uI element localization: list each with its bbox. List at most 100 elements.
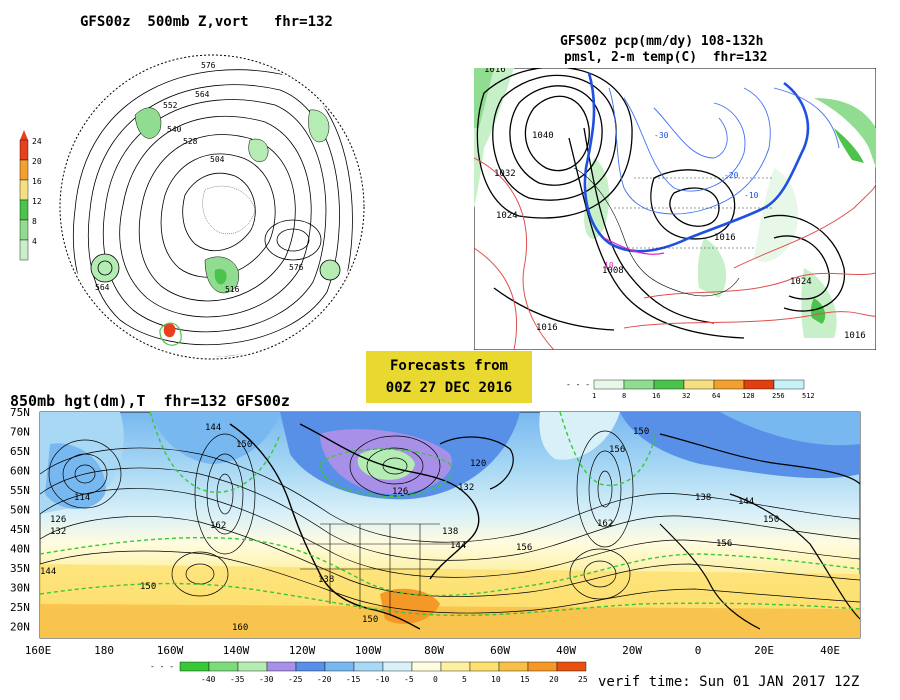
forecast-banner: Forecasts from 00Z 27 DEC 2016	[366, 351, 532, 403]
colorbar-precip-label: 128	[742, 392, 755, 400]
colorbar-850mb-swatch	[237, 661, 268, 672]
colorbar-500mb-label: 4	[32, 237, 37, 246]
hgt-label-150d: 150	[633, 427, 649, 437]
polar-label-564b: 564	[95, 283, 110, 292]
hgt-label-156c: 156	[716, 539, 732, 549]
hgt-label-144c: 144	[450, 541, 466, 551]
colorbar-500mb-swatch	[19, 139, 29, 161]
colorbar-precip-swatch	[653, 379, 685, 390]
hgt-label-162: 162	[210, 521, 226, 531]
title-850mb: 850mb hgt(dm),T fhr=132 GFS00z	[10, 392, 290, 410]
temp-label-minus20: -20	[724, 171, 739, 180]
hgt-label-126: 126	[50, 515, 66, 525]
colorbar-850mb: - - - -40 -35 -30 -25 -20 -15 -10 -5 0 5 10 15 20 25	[150, 661, 588, 684]
isobar-label-1008: 1008	[602, 266, 624, 276]
title-precip-line1: GFS00z pcp(mm/dy) 108-132h	[560, 34, 764, 49]
colorbar-850mb-swatch	[556, 661, 587, 672]
title-precip-line2: pmsl, 2-m temp(C) fhr=132	[564, 50, 768, 65]
polar-label-576: 576	[201, 61, 216, 70]
polar-boundary	[59, 54, 365, 360]
lat-label: 50N	[10, 504, 30, 517]
lon-label: 160W	[157, 644, 184, 657]
isobar-label-1024: 1024	[496, 211, 518, 221]
hgt-label-138b: 138	[318, 575, 334, 585]
hgt-label-114: 114	[74, 493, 90, 503]
map-850mb: 75N 70N 65N 60N 55N 50N 45N 40N 35N 30N 25N 20N 160…	[10, 406, 861, 657]
lat-label: 75N	[10, 406, 30, 419]
polar-label-540: 540	[167, 125, 182, 134]
hgt-label-144b: 144	[40, 567, 56, 577]
colorbar-850mb-label: -40	[201, 675, 216, 684]
lon-label: 20W	[622, 644, 642, 657]
hgt-label-144: 144	[205, 423, 221, 433]
map-500mb-polar: 576 564 552 540 528 504 516 564 576	[59, 54, 365, 360]
colorbar-precip-swatch	[683, 379, 715, 390]
colorbar-850mb-swatch	[208, 661, 239, 672]
colorbar-500mb-swatch	[19, 239, 29, 261]
lat-label: 60N	[10, 465, 30, 478]
hgt-label-162b: 162	[597, 519, 613, 529]
lon-label: 160E	[25, 644, 52, 657]
colorbar-850mb-label: -35	[230, 675, 245, 684]
colorbar-precip-swatch	[623, 379, 655, 390]
colorbar-850mb-label: 25	[578, 675, 588, 684]
isobar-label-1016: 1016	[536, 323, 558, 333]
hgt-label-138c: 138	[695, 493, 711, 503]
isobar-label-1016c: 1016	[844, 331, 866, 341]
lat-label: 45N	[10, 523, 30, 536]
colorbar-500mb-swatch	[19, 159, 29, 181]
lat-label: 55N	[10, 484, 30, 497]
colorbar-precip-label: 8	[622, 392, 626, 400]
colorbar-850mb-swatch	[469, 661, 500, 672]
isobar-label-1040: 1040	[532, 131, 554, 141]
colorbar-850mb-label: -30	[259, 675, 274, 684]
verif-time: verif time: Sun 01 JAN 2017 12Z	[598, 674, 860, 690]
colorbar-precip-label: 64	[712, 392, 720, 400]
colorbar-850mb-swatch	[382, 661, 413, 672]
polar-label-576b: 576	[289, 263, 304, 272]
lon-label: 0	[695, 644, 702, 657]
colorbar-precip-label: 512	[802, 392, 815, 400]
colorbar-precip-label: 256	[772, 392, 785, 400]
colorbar-850mb-swatch	[324, 661, 355, 672]
colorbar-precip: - - -1 8 16 32 64 128 256 512	[566, 379, 815, 400]
colorbar-850mb-label: -15	[346, 675, 361, 684]
colorbar-850mb-label: 10	[491, 675, 501, 684]
polar-contours	[73, 69, 353, 357]
colorbar-500mb-swatch	[19, 199, 29, 221]
colorbar-850mb-label: -5	[404, 675, 414, 684]
colorbar-precip-swatch	[743, 379, 775, 390]
colorbar-850mb-label: 5	[462, 675, 467, 684]
colorbar-850mb-swatch	[411, 661, 442, 672]
lon-label: 120W	[289, 644, 316, 657]
banner-line2: 00Z 27 DEC 2016	[385, 380, 513, 396]
colorbar-500mb-swatch	[19, 219, 29, 241]
temp-label-minus30: -30	[654, 131, 669, 140]
colorbar-850mb-label: -25	[288, 675, 303, 684]
colorbar-850mb-swatch	[295, 661, 326, 672]
hgt-label-150b: 150	[140, 582, 156, 592]
colorbar-850mb-label: 0	[433, 675, 438, 684]
lon-label: 60W	[490, 644, 510, 657]
hgt-label-150e: 150	[763, 515, 779, 525]
colorbar-precip-label: 16	[652, 392, 660, 400]
hgt-label-150c: 150	[362, 615, 378, 625]
hgt-label-144d: 144	[738, 497, 754, 507]
colorbar-850mb-swatch	[498, 661, 529, 672]
hgt-label-126b: 126	[392, 487, 408, 497]
temp-label-10: 10	[604, 261, 614, 270]
polar-label-552: 552	[163, 101, 178, 110]
hgt-label-156b: 156	[609, 445, 625, 455]
colorbar-precip-label: 1	[592, 392, 596, 400]
colorbar-850mb-label: 15	[520, 675, 530, 684]
hgt-label-120: 120	[470, 459, 486, 469]
lat-label: 25N	[10, 601, 30, 614]
hgt-label-138: 138	[442, 527, 458, 537]
lon-label: 100W	[355, 644, 382, 657]
isobar-label-1016b: 1016	[714, 233, 736, 243]
colorbar-500mb-label: 12	[32, 197, 42, 206]
colorbar-precip-swatch	[713, 379, 745, 390]
colorbar-500mb-label: 8	[32, 217, 37, 226]
colorbar-850mb-swatch	[440, 661, 471, 672]
isobar-label-1032: 1032	[494, 169, 516, 179]
